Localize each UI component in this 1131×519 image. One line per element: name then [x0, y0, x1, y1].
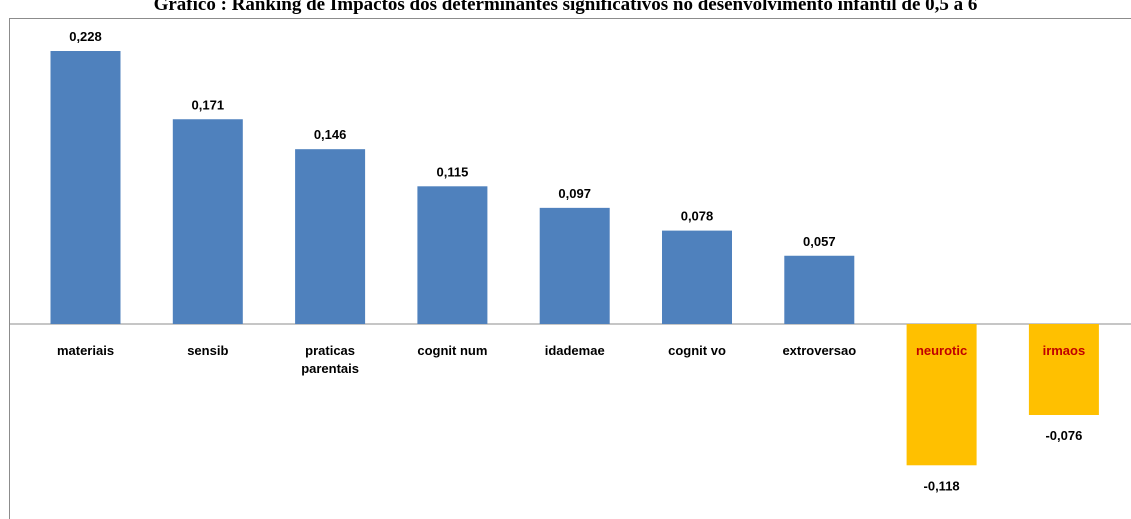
category-label: cognit num — [417, 343, 487, 358]
chart-title: Gráfico : Ranking de Impactos dos determ… — [153, 0, 978, 15]
category-label-line: materiais — [57, 343, 114, 358]
category-label-line: extroversao — [782, 343, 856, 358]
bar — [172, 119, 243, 324]
category-label-line: irmaos — [1043, 343, 1086, 358]
category-label: idademae — [545, 343, 605, 358]
data-label: 0,115 — [436, 164, 468, 179]
bar — [295, 149, 366, 324]
data-label: -0,076 — [1045, 428, 1082, 443]
data-label: 0,171 — [192, 97, 225, 112]
bar — [539, 207, 610, 324]
category-label-line: cognit num — [417, 343, 487, 358]
data-label: 0,057 — [803, 234, 836, 249]
bar — [906, 324, 977, 466]
data-label: 0,228 — [69, 29, 102, 44]
category-label: irmaos — [1043, 343, 1086, 358]
data-label: -0,118 — [924, 478, 960, 493]
category-label: sensib — [187, 343, 228, 358]
data-label: 0,146 — [314, 127, 347, 142]
category-label: cognit vo — [668, 343, 726, 358]
category-label: praticas parentais — [301, 343, 359, 376]
bar — [662, 230, 732, 324]
category-label-line: parentais — [301, 361, 359, 376]
data-label: 0,078 — [681, 209, 714, 224]
category-label-line: neurotic — [916, 343, 967, 358]
category-label-line: praticas — [305, 343, 355, 358]
category-label: neurotic — [916, 343, 967, 358]
bar — [417, 186, 488, 324]
bar — [50, 51, 121, 324]
bar — [784, 255, 855, 324]
category-label: extroversao — [782, 343, 856, 358]
data-label: 0,097 — [558, 186, 591, 201]
category-label-line: idademae — [545, 343, 605, 358]
chart-frame — [9, 18, 1131, 519]
category-label: materiais — [57, 343, 114, 358]
category-label-line: sensib — [187, 343, 228, 358]
bar — [1028, 324, 1099, 415]
category-label-line: cognit vo — [668, 343, 726, 358]
